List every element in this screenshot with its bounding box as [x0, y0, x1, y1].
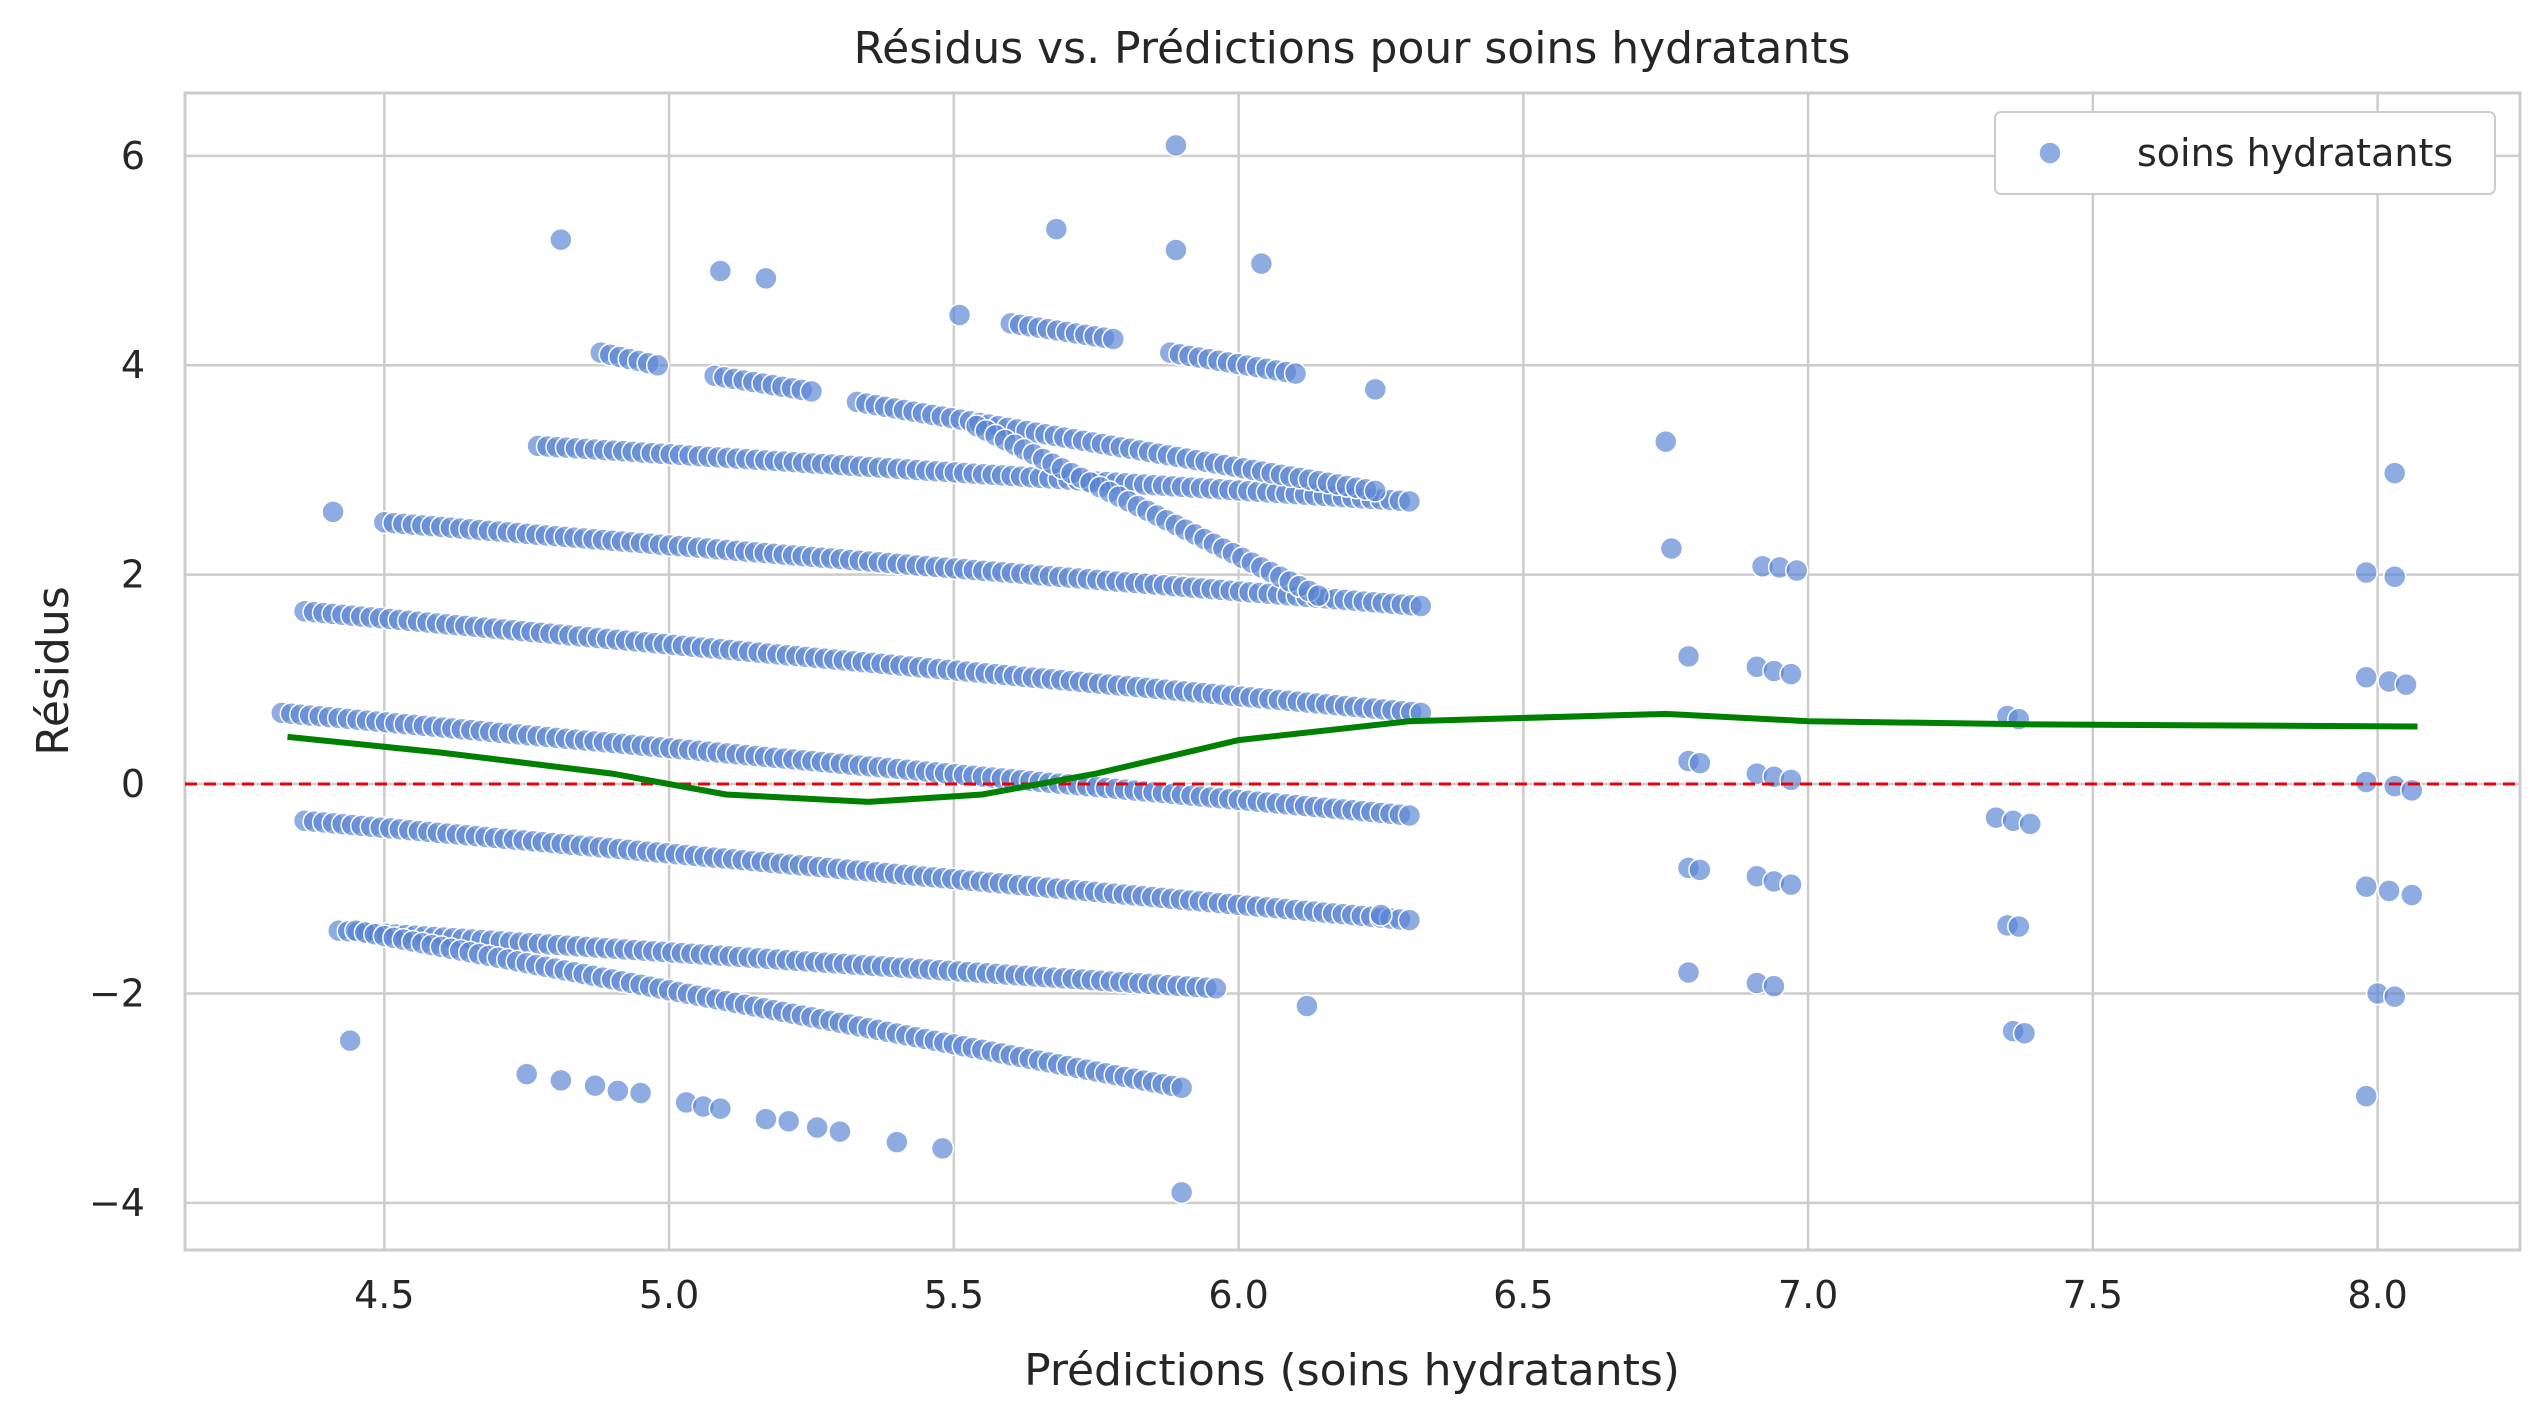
data-point — [1409, 594, 1433, 618]
y-tick-label: −2 — [89, 971, 145, 1015]
data-point — [776, 1109, 801, 1133]
legend-marker — [2038, 141, 2062, 165]
data-point — [1397, 908, 1422, 932]
data-point — [1676, 960, 1701, 985]
data-point — [1295, 994, 1319, 1018]
data-point — [549, 227, 573, 252]
data-point — [754, 266, 778, 291]
data-point — [1653, 429, 1678, 454]
data-point — [1779, 768, 1803, 792]
data-point — [2018, 812, 2042, 836]
plot-area — [183, 91, 2522, 1252]
data-point — [805, 1115, 829, 1140]
y-tick-label: −4 — [89, 1181, 145, 1225]
data-point — [2354, 1084, 2378, 1108]
data-point — [2354, 874, 2378, 899]
data-point — [1762, 974, 1786, 998]
data-point — [1397, 803, 1422, 828]
legend: soins hydratants — [1994, 111, 2496, 195]
data-point — [2382, 564, 2407, 589]
y-tick-label: 4 — [121, 343, 145, 387]
data-point — [1204, 976, 1228, 1000]
data-point — [606, 1079, 630, 1103]
data-point — [1363, 377, 1388, 402]
data-point — [321, 500, 345, 524]
data-point — [754, 1107, 778, 1131]
data-point — [2354, 770, 2378, 794]
data-point — [799, 379, 824, 404]
y-axis-ticks: −4 −2 0 2 4 6 — [89, 134, 145, 1225]
data-point — [885, 1130, 909, 1154]
grid-lines — [185, 93, 2520, 1250]
data-point — [1676, 644, 1701, 669]
scatter-points — [270, 133, 2424, 1205]
data-point — [1369, 903, 1393, 927]
x-tick-label: 4.5 — [354, 1273, 414, 1317]
data-point — [1044, 217, 1069, 241]
data-point — [1659, 536, 1684, 561]
data-point — [1306, 583, 1331, 608]
data-point — [1397, 489, 1422, 514]
x-tick-label: 5.5 — [924, 1273, 984, 1317]
data-point — [1101, 327, 1126, 351]
x-tick-label: 7.5 — [2063, 1273, 2123, 1317]
x-tick-label: 7.0 — [1778, 1273, 1838, 1317]
data-point — [1784, 558, 1809, 583]
data-point — [1779, 662, 1803, 686]
data-point — [628, 1081, 653, 1105]
data-point — [1779, 872, 1803, 897]
data-point — [2382, 461, 2407, 485]
data-point — [1688, 858, 1712, 882]
data-point — [2354, 665, 2378, 690]
data-point — [583, 1073, 607, 1098]
data-point — [2382, 984, 2407, 1009]
data-point — [708, 259, 733, 283]
data-point — [2012, 1021, 2037, 1046]
data-point — [828, 1119, 852, 1144]
data-point — [1164, 133, 1188, 158]
data-point — [1249, 251, 1274, 276]
data-point — [338, 1028, 362, 1053]
y-tick-label: 6 — [121, 134, 145, 178]
data-point — [645, 353, 670, 377]
y-tick-label: 0 — [121, 762, 145, 806]
data-point — [1363, 479, 1388, 503]
data-point — [1169, 1180, 1194, 1205]
data-point — [2007, 914, 2031, 939]
data-point — [1688, 751, 1712, 775]
x-tick-label: 5.0 — [639, 1273, 699, 1317]
data-point — [2377, 879, 2401, 903]
x-tick-label: 8.0 — [2347, 1273, 2407, 1317]
data-point — [2354, 560, 2378, 585]
data-point — [1283, 361, 1308, 386]
data-point — [549, 1068, 573, 1093]
y-axis-label: Résidus — [28, 586, 79, 756]
chart-title: Résidus vs. Prédictions pour soins hydra… — [854, 23, 1851, 74]
data-point — [947, 303, 972, 327]
data-point — [2394, 672, 2418, 697]
x-axis-ticks: 4.5 5.0 5.5 6.0 6.5 7.0 7.5 8.0 — [354, 1273, 2408, 1317]
data-point — [930, 1136, 955, 1161]
legend-box — [1994, 111, 2496, 195]
data-point — [708, 1096, 733, 1121]
x-tick-label: 6.5 — [1493, 1273, 1553, 1317]
data-point — [2400, 883, 2424, 907]
y-tick-label: 2 — [121, 553, 145, 597]
x-axis-label: Prédictions (soins hydratants) — [1024, 1345, 1680, 1396]
x-tick-label: 6.0 — [1208, 1273, 1268, 1317]
data-point — [1164, 238, 1188, 262]
data-point — [514, 1062, 539, 1086]
legend-label: soins hydratants — [2137, 131, 2453, 175]
data-point — [1169, 1075, 1194, 1100]
lowess-trend-line — [287, 710, 2418, 805]
